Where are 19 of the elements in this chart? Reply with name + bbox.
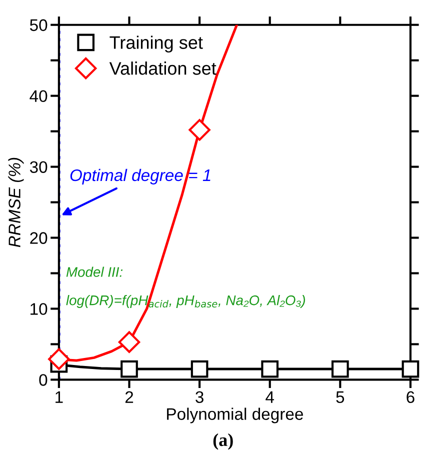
- y-tick-label: 50: [30, 19, 48, 32]
- x-tick-label: 5: [336, 391, 344, 404]
- annotation: Optimal degree = 1: [70, 168, 210, 184]
- y-axis-title: RRMSE (%): [8, 158, 24, 248]
- y-tick-label: 30: [30, 161, 48, 173]
- x-tick-label: 4: [266, 391, 274, 403]
- x-tick-label: 1: [56, 391, 63, 403]
- x-tick-label: 3: [196, 391, 204, 404]
- text: (a): [213, 433, 233, 450]
- legend-label: Validation set: [109, 62, 216, 75]
- y-tick-label: 10: [30, 303, 48, 315]
- x-tick-label: 2: [125, 391, 134, 403]
- x-tick-label: 6: [406, 391, 414, 404]
- annotation: Model III:: [66, 266, 123, 277]
- y-tick-label: 0: [39, 374, 48, 386]
- legend-label: Training set: [110, 36, 203, 53]
- y-tick-label: 40: [30, 90, 48, 102]
- x-axis-title: Polynomial degree: [167, 408, 303, 424]
- y-tick-label: 20: [30, 232, 48, 244]
